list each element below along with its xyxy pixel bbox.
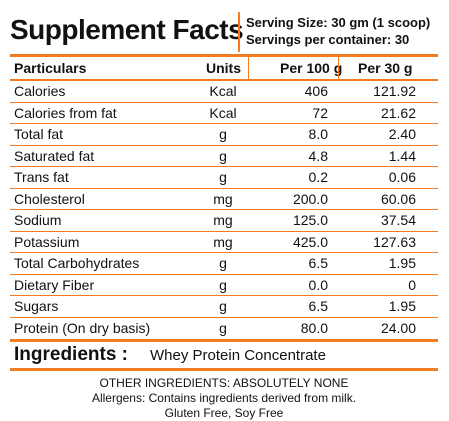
- column-header-particulars: Particulars: [14, 60, 87, 76]
- column-header-per-30g: Per 30 g: [358, 60, 413, 76]
- nutrient-per-100g: 200.0: [292, 190, 328, 207]
- free-from-note: Gluten Free, Soy Free: [164, 405, 284, 420]
- table-row: Dietary Fiber g 0.0 0: [10, 275, 438, 296]
- nutrient-per-100g: 6.5: [308, 255, 328, 271]
- ingredients-line: Ingredients : Whey Protein Concentrate: [10, 342, 438, 371]
- nutrient-unit: mg: [213, 233, 233, 250]
- nutrient-per-30g: 1.44: [388, 147, 416, 164]
- nutrient-name: Trans fat: [14, 169, 69, 185]
- nutrient-name: Dietary Fiber: [14, 276, 95, 293]
- nutrient-per-30g: 1.95: [388, 298, 416, 314]
- other-ingredients: OTHER INGREDIENTS: ABSOLUTELY NONE: [99, 375, 349, 390]
- table-row: Potassium mg 425.0 127.63: [10, 232, 438, 253]
- nutrient-per-100g: 72: [312, 104, 328, 121]
- table-row: Total fat g 8.0 2.40: [10, 124, 438, 146]
- allergens-note: Allergens: Contains ingredients derived …: [91, 390, 357, 405]
- table-row: Total Carbohydrates g 6.5 1.95: [10, 253, 438, 275]
- nutrient-per-30g: 37.54: [380, 212, 416, 228]
- table-row: Protein (On dry basis) g 80.0 24.00: [10, 318, 438, 342]
- facts-header: Supplement Facts Serving Size: 30 gm (1 …: [10, 8, 438, 57]
- nutrient-per-100g: 4.8: [308, 147, 328, 164]
- column-header-row: Particulars Units Per 100 g Per 30 g: [10, 57, 438, 81]
- table-row: Cholesterol mg 200.0 60.06: [10, 189, 438, 210]
- nutrient-unit: g: [219, 169, 227, 185]
- nutrient-per-30g: 2.40: [388, 126, 416, 142]
- column-header-per-100g: Per 100 g: [280, 60, 343, 76]
- supplement-facts-panel: Supplement Facts Serving Size: 30 gm (1 …: [10, 8, 438, 421]
- nutrient-unit: g: [219, 298, 227, 314]
- column-divider: [338, 57, 339, 79]
- nutrient-name: Calories: [14, 83, 66, 99]
- table-row: Saturated fat g 4.8 1.44: [10, 146, 438, 167]
- ingredients-value: Whey Protein Concentrate: [150, 346, 326, 364]
- nutrient-per-100g: 425.0: [292, 233, 328, 250]
- nutrient-unit: mg: [213, 190, 233, 207]
- nutrient-name: Sodium: [14, 212, 62, 228]
- nutrient-name: Total fat: [14, 126, 64, 142]
- nutrient-name: Calories from fat: [14, 104, 117, 121]
- nutrient-per-100g: 0.0: [308, 276, 328, 293]
- nutrient-per-30g: 60.06: [380, 190, 416, 207]
- ingredients-label: Ingredients :: [14, 343, 129, 365]
- nutrient-name: Sugars: [14, 298, 59, 314]
- table-row: Calories from fat Kcal 72 21.62: [10, 103, 438, 124]
- page-title: Supplement Facts: [10, 14, 244, 45]
- table-row: Calories Kcal 406 121.92: [10, 81, 438, 103]
- nutrient-per-100g: 406: [304, 83, 328, 99]
- nutrient-unit: Kcal: [209, 83, 237, 99]
- nutrient-unit: g: [219, 276, 227, 293]
- column-divider: [248, 57, 249, 79]
- column-header-units: Units: [206, 60, 241, 76]
- nutrient-per-100g: 0.2: [308, 169, 328, 185]
- nutrient-per-30g: 121.92: [373, 83, 416, 99]
- nutrient-per-100g: 80.0: [300, 319, 328, 336]
- nutrient-name: Cholesterol: [14, 190, 85, 207]
- nutrient-per-100g: 125.0: [292, 212, 328, 228]
- table-row: Trans fat g 0.2 0.06: [10, 167, 438, 189]
- nutrient-table: Calories Kcal 406 121.92 Calories from fat Kc…: [10, 81, 438, 342]
- nutrient-per-100g: 6.5: [308, 298, 328, 314]
- serving-info: Serving Size: 30 gm (1 scoop) Servings p…: [246, 14, 430, 48]
- nutrient-unit: g: [219, 319, 227, 336]
- serving-size: Serving Size: 30 gm (1 scoop): [246, 15, 431, 30]
- nutrient-unit: Kcal: [209, 104, 237, 121]
- nutrient-name: Potassium: [14, 233, 80, 250]
- nutrient-per-30g: 1.95: [388, 255, 416, 271]
- nutrient-name: Protein (On dry basis): [14, 319, 151, 336]
- nutrient-unit: g: [219, 126, 227, 142]
- footer-notes: OTHER INGREDIENTS: ABSOLUTELY NONE Aller…: [10, 376, 438, 421]
- nutrient-per-100g: 8.0: [308, 126, 328, 142]
- table-row: Sugars g 6.5 1.95: [10, 296, 438, 318]
- nutrient-per-30g: 127.63: [373, 233, 416, 250]
- nutrient-unit: g: [219, 147, 227, 164]
- nutrient-per-30g: 0: [408, 276, 416, 293]
- nutrient-unit: mg: [213, 212, 233, 228]
- header-divider: [238, 12, 240, 52]
- nutrient-name: Saturated fat: [14, 147, 95, 164]
- nutrient-per-30g: 24.00: [380, 319, 416, 336]
- nutrient-per-30g: 0.06: [388, 169, 416, 185]
- servings-per-container: Servings per container: 30: [246, 32, 410, 47]
- nutrient-per-30g: 21.62: [380, 104, 416, 121]
- nutrient-unit: g: [219, 255, 227, 271]
- nutrient-name: Total Carbohydrates: [14, 255, 140, 271]
- table-row: Sodium mg 125.0 37.54: [10, 210, 438, 232]
